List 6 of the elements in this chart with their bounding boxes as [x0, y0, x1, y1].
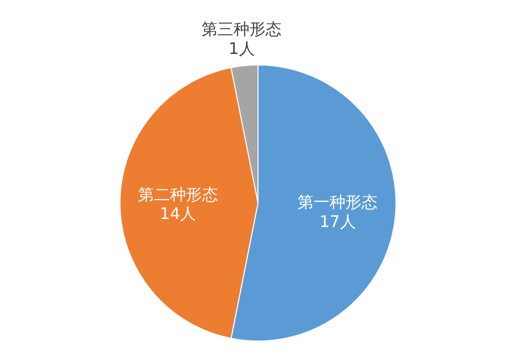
slice-label: 第二种形态 [138, 184, 218, 204]
data-label: 14人 [160, 204, 196, 223]
data-label: 17人 [319, 212, 356, 231]
slice-label: 第一种形态 [298, 192, 378, 212]
data-label: 1人 [228, 38, 255, 58]
slice-label: 第三种形态 [202, 20, 282, 39]
